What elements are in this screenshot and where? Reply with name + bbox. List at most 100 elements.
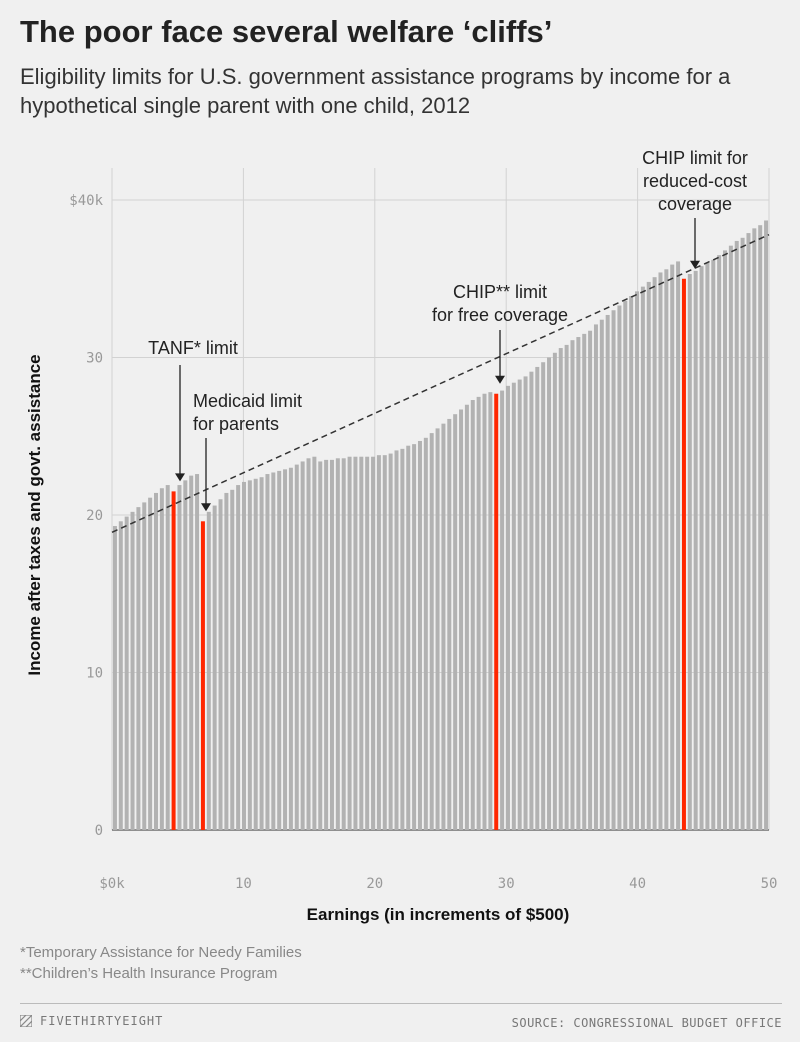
bar — [705, 263, 710, 830]
bar — [470, 400, 475, 830]
bar — [136, 507, 141, 831]
x-tick-label: 40 — [629, 876, 646, 892]
trend-line — [111, 233, 770, 534]
annotation-text: for free coverage — [432, 305, 568, 325]
bar — [599, 319, 604, 830]
y-tick-label: 0 — [95, 823, 103, 839]
bar — [617, 305, 622, 830]
bar — [224, 492, 229, 830]
bar — [764, 220, 769, 831]
bar — [353, 456, 358, 830]
bar — [236, 485, 241, 830]
bar — [212, 505, 217, 830]
trend-line-layer — [111, 233, 770, 534]
footer-divider — [20, 1003, 782, 1004]
bar — [394, 450, 399, 830]
bar — [218, 499, 223, 830]
bar — [412, 444, 417, 831]
bar — [148, 497, 153, 830]
bar — [382, 455, 387, 830]
bar — [277, 470, 282, 830]
bar — [130, 511, 135, 830]
bar — [417, 440, 422, 830]
bar — [177, 485, 182, 830]
annotation-text: Medicaid limit — [193, 391, 302, 411]
bar — [247, 480, 252, 830]
bar — [318, 461, 323, 830]
bar — [547, 357, 552, 830]
bar — [593, 324, 598, 830]
bar — [118, 521, 123, 830]
bar — [464, 404, 469, 830]
annotations-layer: TANF* limit Medicaid limit for parents CHIP… — [148, 148, 748, 512]
bar — [195, 474, 200, 830]
y-tick-label: 30 — [86, 351, 103, 367]
bar — [388, 453, 393, 830]
annotation: CHIP** limit for free coverage — [432, 282, 568, 384]
bar — [124, 516, 129, 830]
footnote-chip: **Children’s Health Insurance Program — [20, 965, 278, 982]
bar — [500, 390, 505, 830]
bar — [664, 269, 669, 830]
chart-title: The poor face several welfare ‘cliffs’ — [20, 14, 553, 49]
fivethirtyeight-logo-icon — [20, 1015, 32, 1027]
bar — [605, 314, 610, 831]
bar — [687, 274, 692, 830]
bar — [535, 366, 540, 830]
bar — [635, 291, 640, 831]
y-tick-label: 20 — [86, 508, 103, 524]
bar — [552, 352, 557, 830]
arrow-down-icon — [201, 503, 211, 512]
footnotes: *Temporary Assistance for Needy Families… — [20, 942, 302, 984]
arrow-down-icon — [690, 260, 700, 269]
bar — [429, 433, 434, 830]
bar — [435, 428, 440, 831]
bar — [652, 277, 657, 830]
bar — [529, 371, 534, 830]
bar — [142, 502, 147, 830]
brand-name: FIVETHIRTYEIGHT — [40, 1014, 164, 1028]
annotation: CHIP limit for reduced-cost coverage — [642, 148, 748, 269]
bar — [312, 456, 317, 830]
bar — [335, 458, 340, 830]
brand-logo: FIVETHIRTYEIGHT — [20, 1014, 163, 1028]
x-tick-label: 50 — [761, 876, 778, 892]
x-tick-label: 20 — [366, 876, 383, 892]
annotation-text: CHIP** limit — [453, 282, 547, 302]
bar — [294, 464, 299, 830]
annotation-text: TANF* limit — [148, 338, 238, 358]
annotation-text: coverage — [658, 194, 732, 214]
bar — [582, 333, 587, 831]
annotation: TANF* limit — [148, 338, 238, 482]
bar — [441, 423, 446, 830]
bar — [746, 233, 751, 830]
y-axis-title: Income after taxes and govt. assistance — [25, 354, 44, 675]
bar — [347, 456, 352, 830]
bar — [734, 240, 739, 830]
bar — [265, 474, 270, 830]
bar — [112, 526, 117, 830]
bar — [517, 379, 522, 830]
x-axis-title: Earnings (in increments of $500) — [307, 905, 570, 924]
bar — [183, 480, 188, 830]
bar — [752, 228, 757, 831]
bar — [329, 459, 334, 831]
bar — [693, 270, 698, 831]
bar — [505, 385, 510, 830]
bar — [453, 414, 458, 830]
bar — [376, 455, 381, 830]
arrow-down-icon — [495, 375, 505, 384]
annotation: Medicaid limit for parents — [193, 391, 302, 512]
bar — [159, 488, 164, 830]
bar — [259, 477, 264, 830]
bar — [371, 456, 376, 830]
bar — [365, 456, 370, 830]
bar — [300, 461, 305, 830]
bar — [646, 281, 651, 830]
bar — [511, 382, 516, 830]
bar — [670, 264, 675, 831]
bar — [165, 485, 170, 830]
bar — [206, 511, 211, 830]
bar — [699, 266, 704, 830]
footnote-tanf: *Temporary Assistance for Needy Families — [20, 944, 302, 961]
